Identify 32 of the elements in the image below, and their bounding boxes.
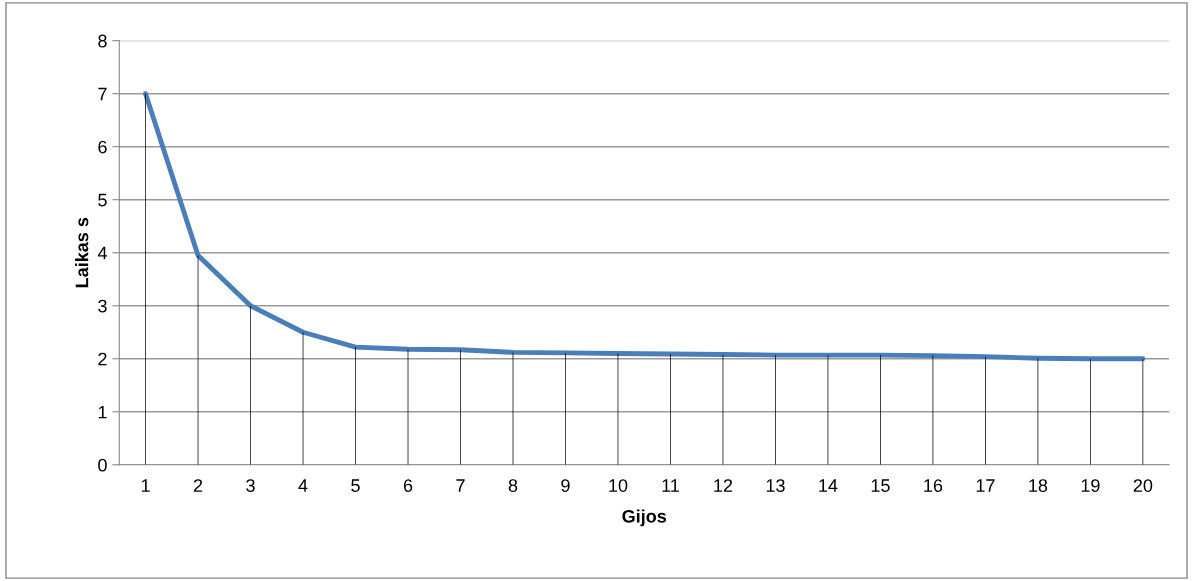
y-tick-label: 7: [98, 87, 107, 101]
x-tick-label: 3: [246, 479, 255, 492]
y-tick-label: 8: [98, 34, 107, 48]
x-tick-label: 7: [456, 479, 465, 492]
x-tick-label: 9: [561, 479, 570, 492]
y-tick-label: 6: [98, 140, 107, 154]
y-tick-label: 1: [98, 405, 107, 419]
x-tick-label: 16: [924, 479, 943, 492]
x-tick-label: 11: [662, 479, 679, 492]
x-tick-label: 14: [819, 479, 838, 492]
x-tick-label: 20: [1133, 479, 1153, 492]
x-tick-label: 8: [508, 479, 518, 492]
line-series: [143, 91, 1146, 362]
x-tick-label: 15: [871, 479, 890, 492]
y-tick-label: 5: [98, 193, 107, 207]
y-axis-title: Laikas s: [75, 217, 89, 288]
x-tick-label: 17: [976, 479, 995, 492]
x-tick-label: 10: [609, 479, 628, 492]
y-tick-label: 0: [98, 458, 107, 472]
x-tick-label: 2: [193, 479, 203, 492]
x-tick-label: 4: [298, 479, 308, 492]
y-tick-label: 3: [98, 299, 107, 313]
x-tick-label: 5: [351, 479, 360, 492]
x-tick-label: 18: [1029, 479, 1048, 492]
x-tick-label: 19: [1081, 479, 1100, 492]
x-axis-title: Gijos: [622, 509, 667, 527]
x-tick-label: 1: [141, 479, 150, 492]
x-tick-label: 12: [714, 479, 733, 492]
y-tick-label: 2: [98, 352, 107, 366]
y-tick-label: 4: [97, 246, 107, 260]
x-tick-label: 6: [403, 479, 413, 492]
x-tick-label: 13: [766, 479, 785, 492]
